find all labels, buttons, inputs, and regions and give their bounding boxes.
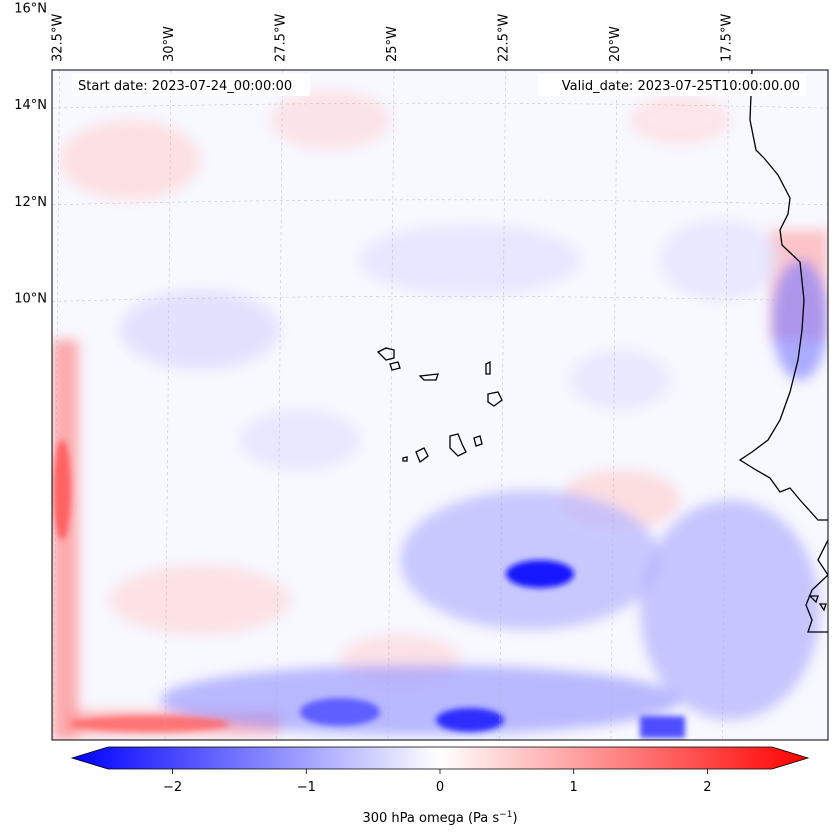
longitude-tick-labels: 32.5°W 30°W 27.5°W 25°W 22.5°W 20°W 17.5°W	[51, 14, 735, 62]
negative-patch	[772, 260, 828, 380]
negative-patch	[240, 410, 360, 470]
longitude-label: 27.5°W	[274, 14, 289, 62]
meridian-line	[610, 70, 618, 740]
negative-patch	[570, 350, 670, 410]
negative-patch	[120, 290, 280, 370]
west-edge-positive-band	[52, 340, 78, 740]
valid-date-label: Valid_date: 2023-07-25T10:00:00.00	[562, 79, 800, 94]
meridian-line	[276, 70, 283, 740]
cape-verde-boa-vista	[487, 391, 503, 407]
positive-patch	[110, 565, 290, 635]
strong-negative-core	[436, 708, 504, 732]
longitude-label: 17.5°W	[720, 14, 735, 62]
strong-positive-core	[70, 716, 230, 732]
colorbar-tick-label: 1	[570, 780, 578, 795]
parallel-line	[52, 199, 828, 206]
negative-patch	[400, 490, 660, 630]
cape-verde-brava	[402, 456, 408, 462]
strong-negative-core	[300, 698, 380, 726]
negative-patch	[160, 665, 680, 735]
valid-date-box	[538, 74, 806, 96]
parallel-line	[52, 296, 828, 302]
negative-patch	[640, 500, 820, 720]
latitude-label: 10°N	[14, 291, 47, 306]
cape-verde-sao-nicolau	[418, 373, 439, 381]
longitude-label: 25°W	[385, 26, 400, 62]
longitude-label: 20°W	[608, 26, 623, 62]
longitude-label: 32.5°W	[51, 14, 66, 62]
meridian-line	[722, 70, 729, 740]
start-date-label: Start date: 2023-07-24_00:00:00	[78, 79, 292, 94]
meridian-line	[499, 70, 506, 740]
colorbar-gradient	[70, 746, 810, 770]
colorbar: −2 −1 0 1 2 300 hPa omega (Pa s−1)	[70, 746, 810, 826]
cape-verde-fogo	[415, 447, 429, 464]
parallel-line	[52, 7, 828, 12]
map-panel: Start date: 2023-07-24_00:00:00 Valid_da…	[51, 7, 829, 741]
longitude-label: 22.5°W	[497, 14, 512, 62]
cape-verde-santo-antao	[376, 347, 395, 361]
colorbar-tick-label: −2	[163, 780, 182, 795]
colorbar-ticks: −2 −1 0 1 2	[163, 769, 712, 795]
bijagos-islands	[808, 595, 827, 612]
colorbar-tick-label: 0	[436, 780, 444, 795]
strong-negative-core	[506, 560, 574, 588]
start-date-box	[72, 74, 310, 96]
latitude-label: 12°N	[14, 195, 47, 210]
map-frame	[51, 69, 829, 741]
negative-patch	[660, 220, 780, 300]
meridian-line	[164, 70, 172, 740]
positive-patch	[270, 90, 390, 150]
colorbar-tick-label: −1	[297, 780, 316, 795]
positive-patch	[60, 120, 200, 200]
latitude-label: 14°N	[14, 98, 47, 113]
graticule	[52, 7, 828, 740]
cape-verde-santiago	[449, 433, 467, 457]
meridian-line	[53, 70, 60, 740]
meridian-line	[387, 70, 395, 740]
cape-verde-sao-vicente	[389, 361, 401, 371]
cape-verde-maio	[473, 435, 483, 447]
positive-patch	[630, 95, 730, 145]
africa-coastline	[738, 70, 828, 521]
parallel-line	[52, 102, 828, 109]
cape-verde-sal	[485, 360, 491, 375]
negative-patch	[360, 225, 580, 295]
strong-negative-core	[640, 716, 685, 738]
strong-positive-core	[53, 440, 71, 540]
colorbar-tick-label: 2	[703, 780, 711, 795]
omega-field	[52, 90, 828, 740]
latitude-tick-labels: 22°N20°N18°N16°N14°N12°N10°N	[14, 2, 47, 307]
longitude-label: 30°W	[162, 26, 177, 62]
coastlines	[376, 70, 828, 633]
colorbar-label: 300 hPa omega (Pa s−1)	[362, 810, 517, 826]
latitude-label: 16°N	[14, 2, 47, 17]
africa-coastline-south	[805, 539, 828, 633]
